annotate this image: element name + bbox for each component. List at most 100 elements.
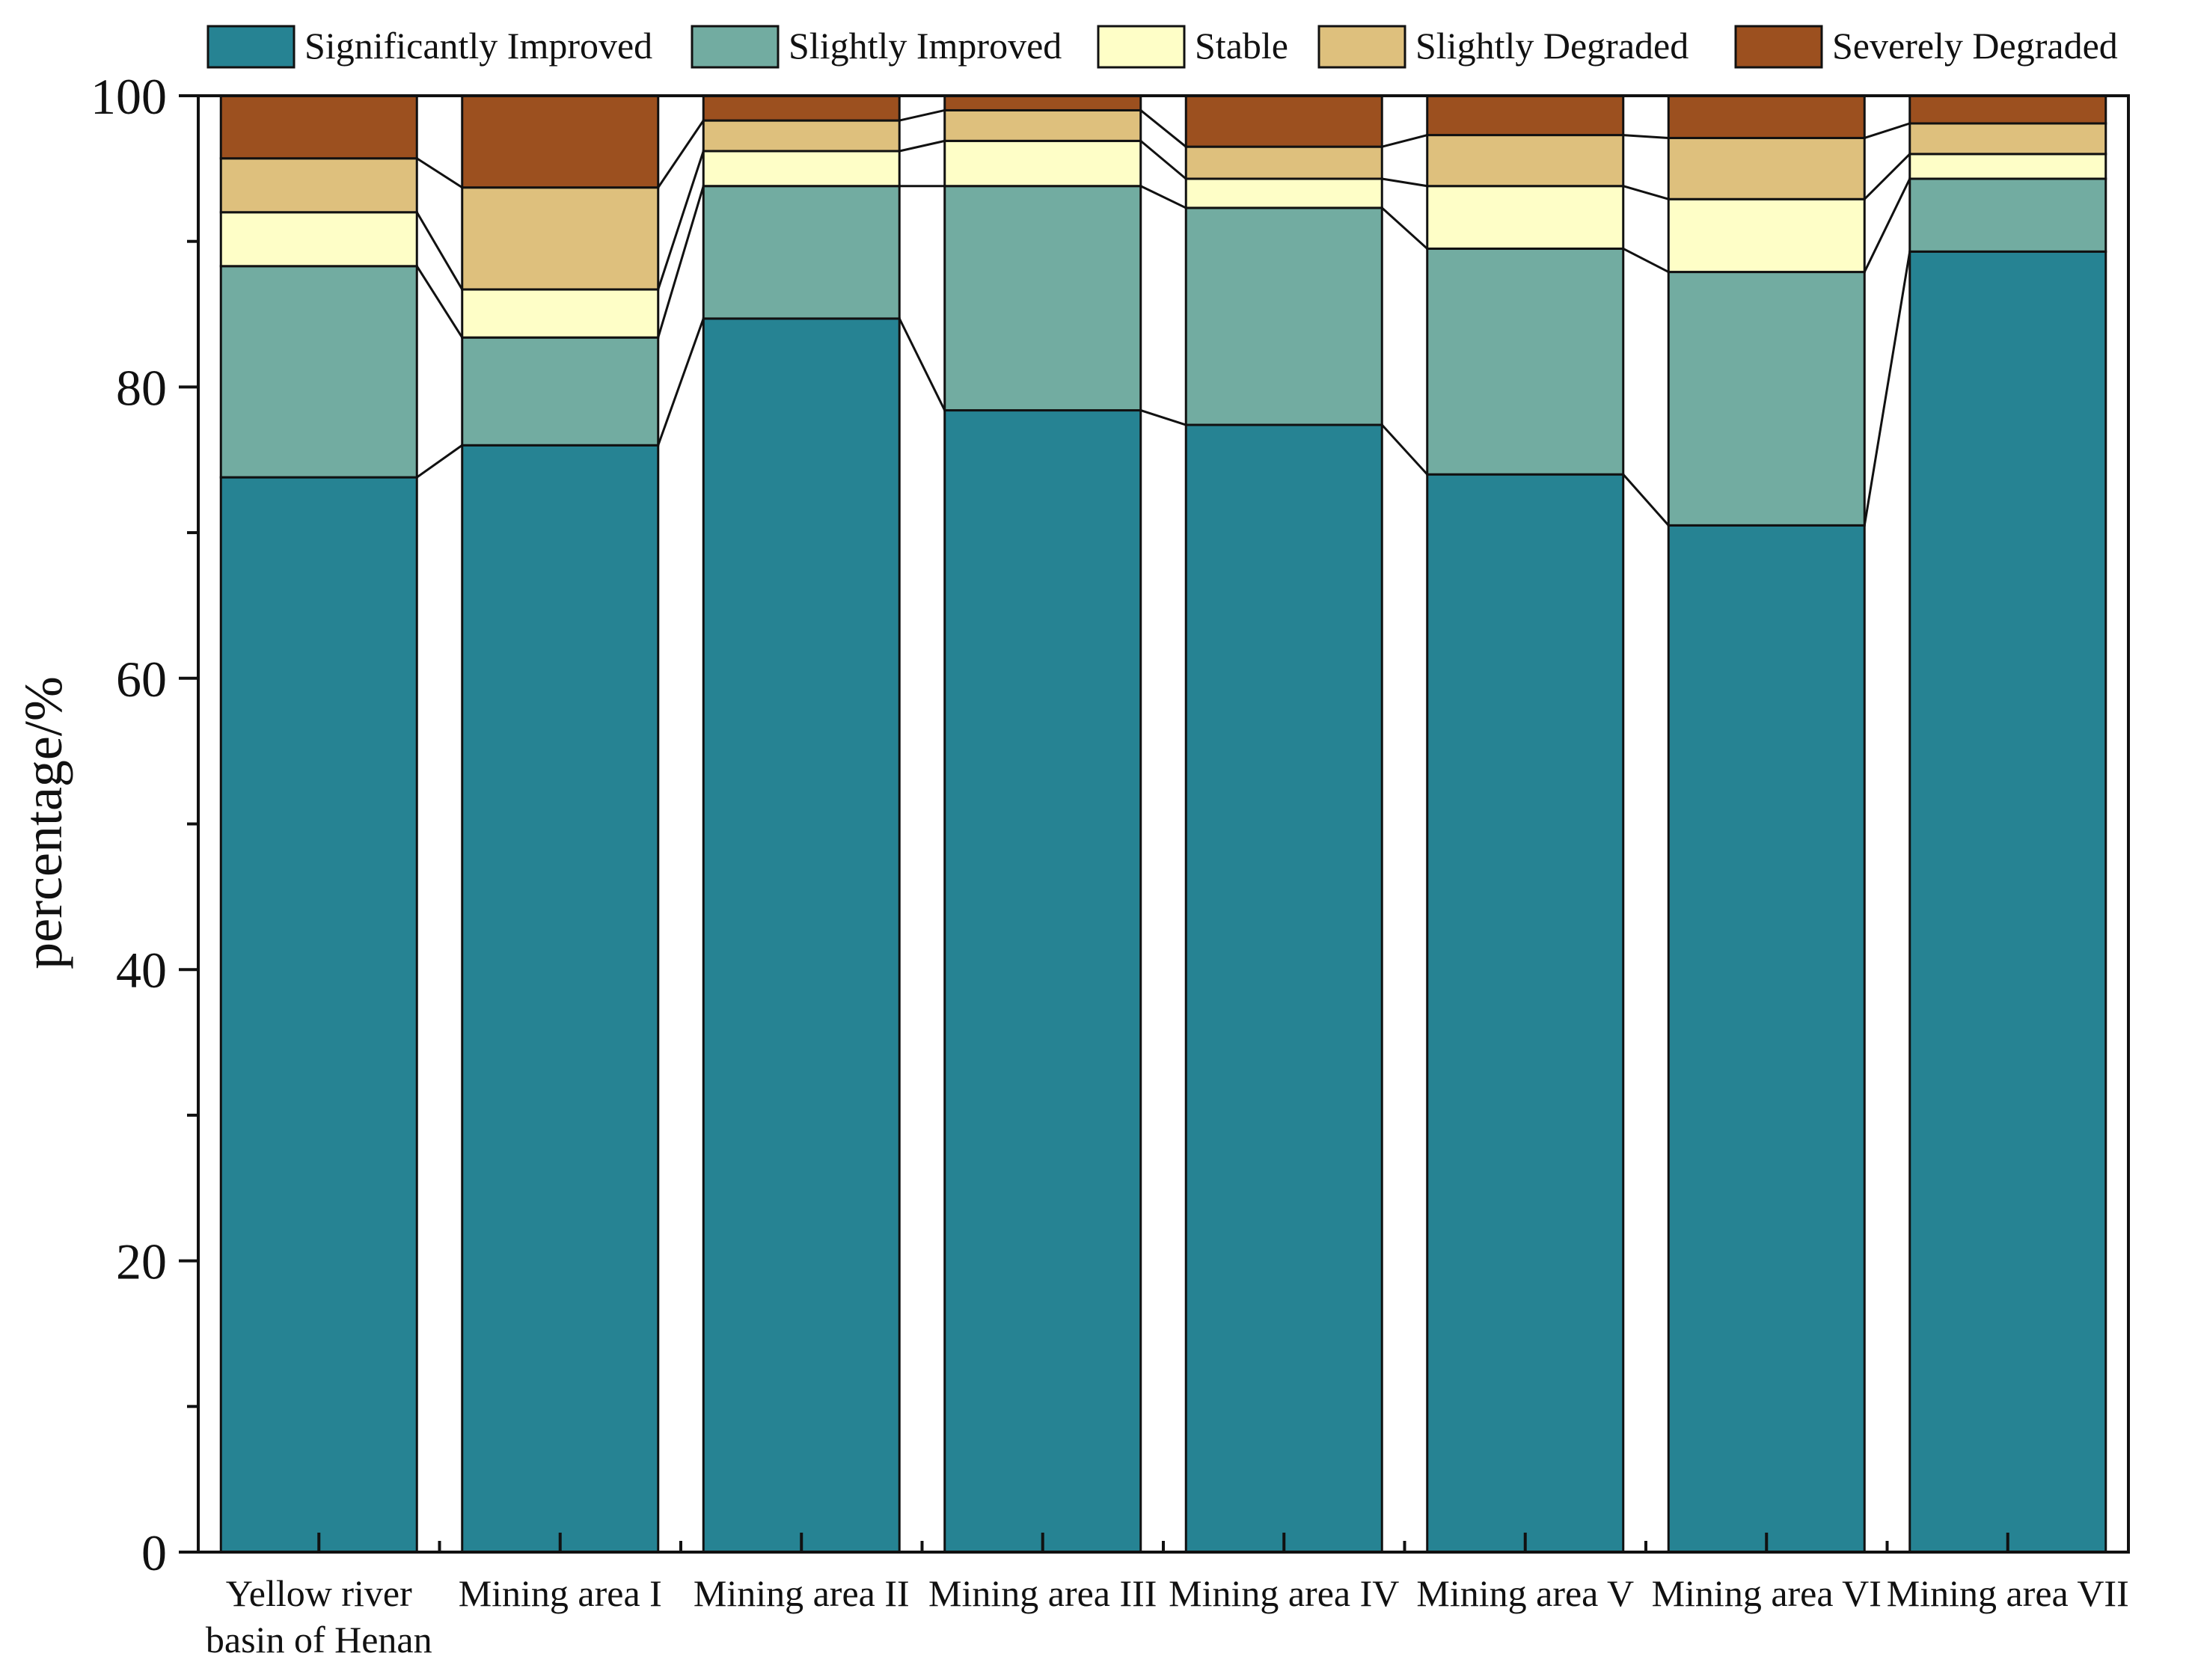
connector-line: [1382, 177, 1427, 188]
legend-label: Slightly Improved: [789, 25, 1062, 67]
legend-swatch: [1097, 25, 1186, 69]
bar-segment-3-cat-6: [1426, 185, 1625, 250]
bar-segment-2-cat-5: [1184, 206, 1383, 426]
legend-label: Severely Degraded: [1832, 25, 2118, 67]
bar-segment-4-cat-5: [1184, 145, 1383, 180]
connector-line: [1381, 134, 1428, 148]
connector-line: [898, 318, 946, 411]
bar-segment-3-cat-5: [1184, 177, 1383, 209]
x-tick-label: Mining area V: [1416, 1572, 1634, 1614]
x-tick-label: Mining area I: [459, 1572, 662, 1614]
x-tick-label-line: Mining area V: [1416, 1572, 1634, 1614]
bar-segment-2-cat-4: [943, 185, 1142, 412]
bar-segment-4-cat-4: [943, 108, 1142, 142]
bar-segment-2-cat-2: [461, 336, 660, 447]
legend: Significantly Improved Slightly Improved S…: [206, 25, 2118, 69]
bar-segment-1-cat-1: [219, 476, 418, 1554]
bar-segment-4-cat-2: [461, 186, 660, 291]
y-tick-label: 40: [116, 942, 167, 999]
legend-label: Slightly Degraded: [1415, 25, 1689, 67]
x-tick-label-line: Mining area VI: [1652, 1572, 1882, 1614]
bar-segment-1-cat-2: [461, 444, 660, 1554]
bars: [219, 94, 2107, 1554]
connector-line: [657, 186, 705, 338]
legend-label: Significantly Improved: [304, 25, 652, 67]
bar-segment-3-cat-2: [461, 288, 660, 339]
bar-segment-2-cat-6: [1426, 247, 1625, 476]
bar-segment-3-cat-4: [943, 139, 1142, 188]
connector-line: [1623, 185, 1669, 200]
x-tick-label-line: basin of Henan: [206, 1619, 432, 1661]
bar-segment-5-cat-6: [1426, 94, 1625, 137]
connector-line: [657, 150, 705, 290]
x-tick-label-line: Mining area II: [694, 1572, 910, 1614]
connector-line: [1864, 122, 1911, 139]
x-tick-label: Mining area VII: [1887, 1572, 2129, 1614]
legend-swatch: [1317, 25, 1406, 69]
legend-label: Stable: [1195, 25, 1288, 67]
bar-segment-5-cat-1: [219, 94, 418, 160]
x-tick-label: Mining area VI: [1652, 1572, 1882, 1614]
bar-segment-3-cat-8: [1908, 153, 2107, 180]
x-tick-label-line: Mining area VII: [1887, 1572, 2129, 1614]
connector-line: [1140, 185, 1187, 209]
x-tick-label-line: Mining area IV: [1169, 1572, 1399, 1614]
connector-lines: [415, 109, 1911, 527]
x-tick-label-line: Yellow river: [226, 1572, 412, 1614]
connector-line: [1381, 206, 1428, 250]
bar-segment-5-cat-8: [1908, 94, 2107, 125]
bar-segment-2-cat-7: [1667, 271, 1866, 527]
y-tick-label: 60: [116, 651, 167, 708]
x-tick-label: Yellow river basin of Henan: [206, 1572, 432, 1661]
x-tick-label: Mining area II: [694, 1572, 910, 1614]
bar-segment-2-cat-3: [702, 185, 901, 320]
connector-line: [416, 157, 463, 188]
bar-segment-4-cat-8: [1908, 122, 2107, 156]
bar-segment-4-cat-1: [219, 157, 418, 214]
x-tick-label-line: Mining area I: [459, 1572, 662, 1614]
connector-line: [1140, 409, 1187, 426]
bar-segment-2-cat-8: [1908, 177, 2107, 253]
connector-line: [1623, 134, 1669, 139]
connector-line: [657, 318, 705, 446]
bar-segment-3-cat-3: [702, 150, 901, 188]
bar-segment-1-cat-4: [943, 409, 1142, 1554]
x-tick-label: Mining area IV: [1169, 1572, 1399, 1614]
bar-segment-1-cat-6: [1426, 473, 1625, 1554]
connector-line: [1863, 178, 1911, 273]
y-tick-label: 20: [116, 1233, 167, 1290]
connector-line: [1864, 153, 1911, 200]
bar-segment-1-cat-8: [1908, 250, 2107, 1554]
connector-line: [1139, 140, 1187, 180]
bar-segment-1-cat-7: [1667, 524, 1866, 1554]
connector-line: [898, 139, 946, 153]
bar-segment-5-cat-3: [702, 94, 901, 122]
bar-segment-5-cat-2: [461, 94, 660, 189]
legend-swatch: [206, 25, 296, 69]
bar-segment-5-cat-4: [943, 94, 1142, 111]
y-axis-title: percentage/%: [13, 676, 73, 969]
bar-segment-3-cat-7: [1667, 197, 1866, 274]
connector-line: [415, 212, 464, 290]
y-tick-label: 80: [116, 359, 167, 416]
connector-line: [1863, 251, 1911, 526]
axes: 0 20 40 60 80 100 Yellow river basin of Henan Mi…: [91, 68, 2130, 1661]
connector-line: [1623, 248, 1669, 273]
bar-segment-1-cat-3: [702, 317, 901, 1554]
legend-swatch: [1734, 25, 1823, 69]
connector-line: [1139, 109, 1187, 148]
bar-segment-4-cat-6: [1426, 134, 1625, 188]
connector-line: [416, 444, 463, 479]
y-tick-label: 0: [141, 1524, 167, 1581]
legend-swatch: [691, 25, 780, 69]
x-tick-label-line: Mining area III: [928, 1572, 1157, 1614]
bar-segment-5-cat-5: [1184, 94, 1383, 148]
bar-segment-5-cat-7: [1667, 94, 1866, 139]
connector-line: [1622, 473, 1670, 527]
connector-line: [1381, 424, 1428, 476]
x-tick-label: Mining area III: [928, 1572, 1157, 1614]
bar-segment-1-cat-5: [1184, 423, 1383, 1554]
bar-segment-4-cat-7: [1667, 136, 1866, 200]
connector-line: [415, 265, 464, 339]
